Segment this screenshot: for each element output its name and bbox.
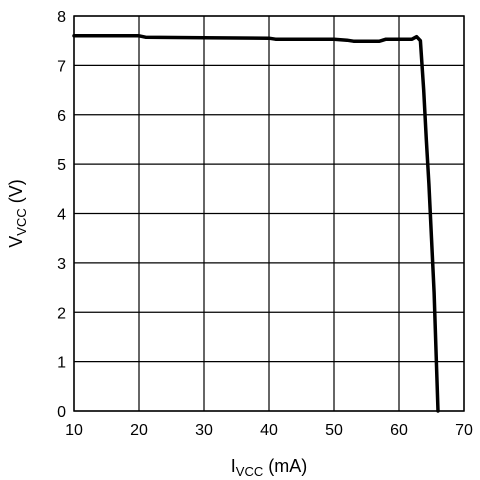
y-axis-title-unit: (V) <box>6 179 26 208</box>
y-tick-label: 0 <box>57 404 66 421</box>
x-axis-title-unit: (mA) <box>263 456 307 476</box>
series-line-vvcc <box>72 34 440 413</box>
y-tick-label: 7 <box>57 58 66 75</box>
x-tick-label: 40 <box>260 422 278 439</box>
y-tick-label: 3 <box>57 256 66 273</box>
x-tick-label: 20 <box>130 422 148 439</box>
gridlines <box>73 15 465 412</box>
x-axis-title: IVCC (mA) <box>231 456 307 479</box>
y-axis-title-main: V <box>6 236 26 248</box>
y-tick-label: 6 <box>57 108 66 125</box>
y-axis-title-subscript: VCC <box>14 208 29 235</box>
x-tick-label: 30 <box>195 422 213 439</box>
x-axis-title-main: I <box>231 456 236 476</box>
x-tick-label: 70 <box>455 422 473 439</box>
plot-area-frame <box>73 15 465 412</box>
x-axis-title-subscript: VCC <box>236 464 263 479</box>
x-tick-label: 60 <box>390 422 408 439</box>
y-tick-label: 2 <box>57 305 66 322</box>
x-tick-labels: 10 20 30 40 50 60 70 <box>65 422 473 439</box>
y-tick-label: 8 <box>57 9 66 26</box>
y-tick-label: 1 <box>57 355 66 372</box>
x-tick-label: 10 <box>65 422 83 439</box>
y-tick-labels: 0 1 2 3 4 5 6 7 8 <box>57 9 66 421</box>
x-tick-label: 50 <box>325 422 343 439</box>
y-tick-label: 4 <box>57 207 66 224</box>
y-axis-title: VVCC (V) <box>6 179 29 247</box>
y-tick-label: 5 <box>57 157 66 174</box>
